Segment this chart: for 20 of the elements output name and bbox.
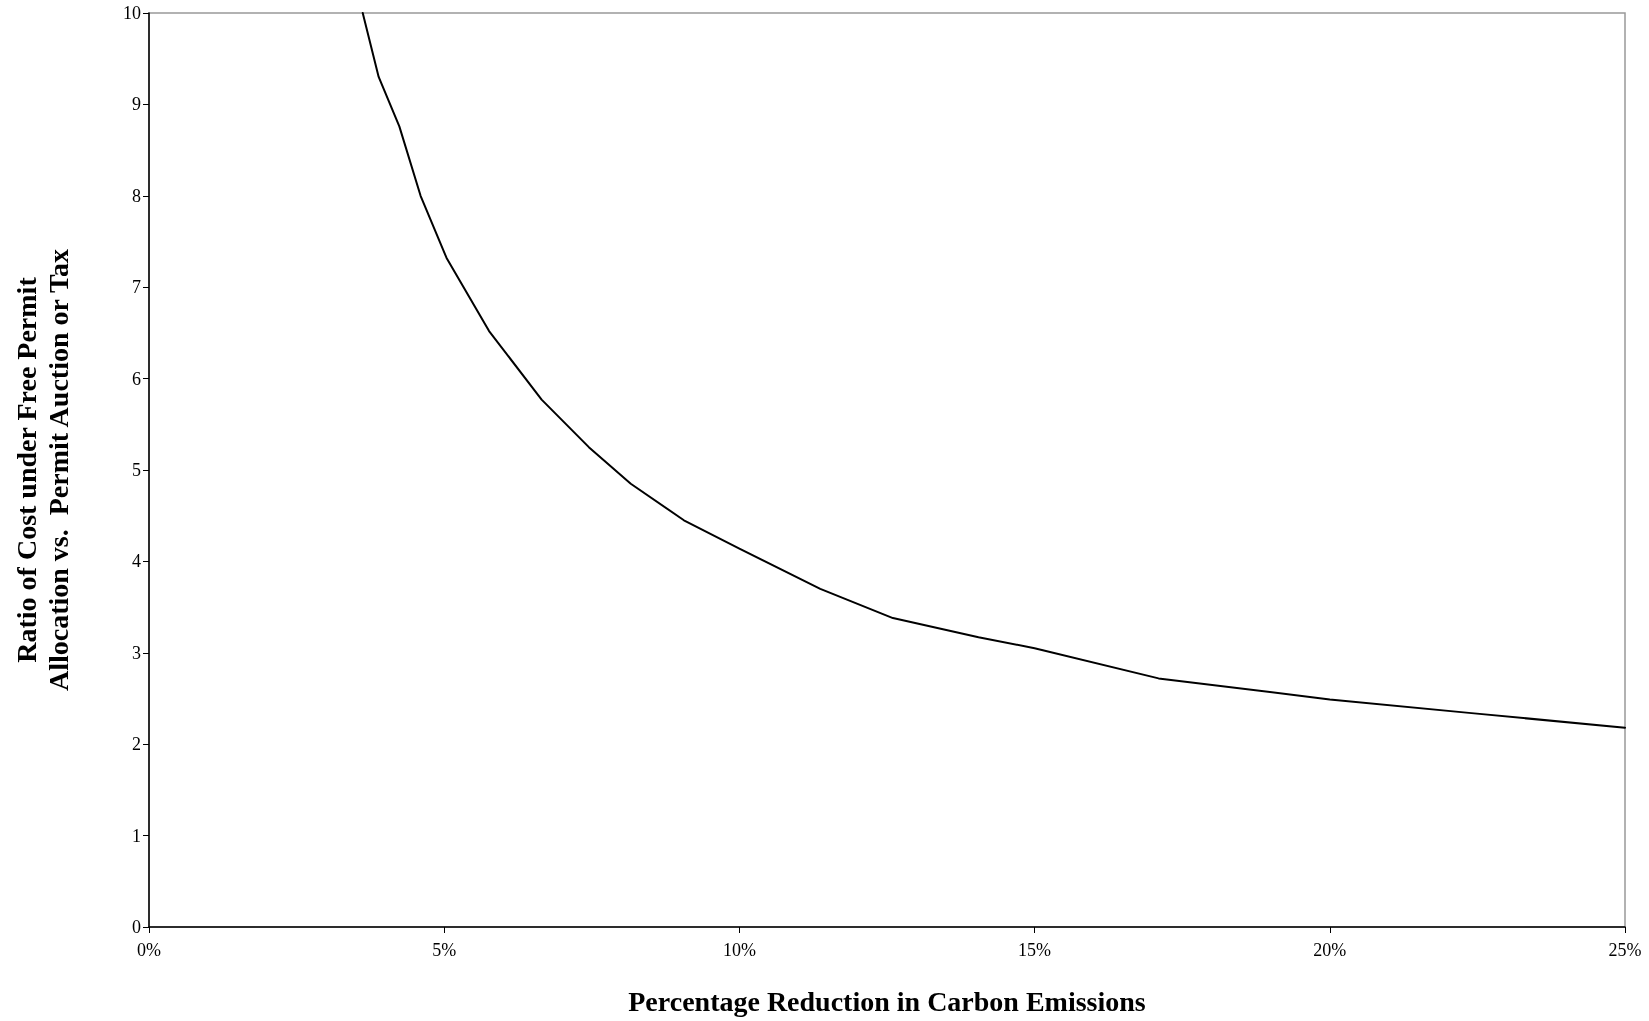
y-axis-title: Ratio of Cost under Free Permit Allocation vs. Permit Auction or Tax <box>10 248 74 692</box>
y-tick-label: 5 <box>132 460 141 480</box>
line-series <box>361 12 1626 729</box>
x-tick-label: 5% <box>432 940 457 960</box>
x-tick-label: 15% <box>1018 940 1052 960</box>
y-tick-label: 3 <box>132 642 141 663</box>
y-tick-label: 4 <box>132 551 141 572</box>
y-tick-label: 8 <box>132 185 141 206</box>
y-tick-label: 0 <box>132 917 141 937</box>
x-tick-label: 25% <box>1608 940 1642 960</box>
y-tick-label: 9 <box>132 94 141 115</box>
x-tick-label: 20% <box>1313 940 1347 960</box>
y-tick-label: 10 <box>123 3 141 23</box>
x-tick-label: 0% <box>137 940 161 960</box>
y-tick-label: 1 <box>132 825 141 846</box>
y-tick-label: 2 <box>132 734 141 755</box>
y-tick-label: 6 <box>132 368 141 389</box>
x-tick-label: 10% <box>722 940 756 960</box>
y-tick-label: 7 <box>132 277 141 298</box>
x-axis-title: Percentage Reduction in Carbon Emissions <box>628 985 1146 1017</box>
